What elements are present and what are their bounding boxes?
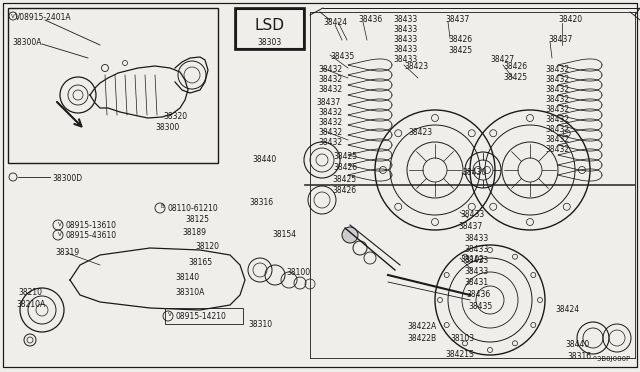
Text: 38432: 38432 [545, 95, 569, 104]
Text: ^3B0J000P: ^3B0J000P [591, 356, 630, 362]
Text: 38440: 38440 [252, 155, 276, 164]
Text: 38189: 38189 [182, 228, 206, 237]
Text: V: V [58, 231, 62, 237]
Text: V: V [11, 13, 15, 19]
Text: 38433: 38433 [393, 35, 417, 44]
Text: 38437: 38437 [316, 98, 340, 107]
Text: 38426: 38426 [503, 62, 527, 71]
Text: 38319: 38319 [55, 248, 79, 257]
Text: 38210: 38210 [18, 288, 42, 297]
Text: 38421S: 38421S [445, 350, 474, 359]
Text: 38433: 38433 [464, 267, 488, 276]
Circle shape [342, 227, 358, 243]
Bar [236, 9, 304, 49]
Text: 38436: 38436 [466, 290, 490, 299]
Text: LSD: LSD [255, 18, 285, 33]
Text: 38440: 38440 [565, 340, 589, 349]
Text: 38432: 38432 [318, 138, 342, 147]
Text: 38437: 38437 [548, 35, 572, 44]
Text: 08915-14210: 08915-14210 [176, 312, 227, 321]
Text: 38437: 38437 [458, 222, 483, 231]
Text: 38210A: 38210A [16, 300, 45, 309]
Text: 38432: 38432 [545, 125, 569, 134]
Text: 38432: 38432 [318, 108, 342, 117]
Text: 38433: 38433 [393, 45, 417, 54]
Text: 38432: 38432 [318, 128, 342, 137]
Text: 38432: 38432 [545, 115, 569, 124]
Text: 38422B: 38422B [407, 334, 436, 343]
Text: 38310: 38310 [248, 320, 272, 329]
Text: 38165: 38165 [188, 258, 212, 267]
Text: 38437: 38437 [445, 15, 469, 24]
Text: 38433: 38433 [464, 256, 488, 265]
Text: 38426: 38426 [333, 163, 357, 172]
Text: 38300A: 38300A [12, 38, 42, 47]
Text: 38435: 38435 [330, 52, 355, 61]
Text: 38100: 38100 [286, 268, 310, 277]
Text: 38432: 38432 [545, 65, 569, 74]
Text: V08915-2401A: V08915-2401A [15, 13, 72, 22]
Text: 38433: 38433 [460, 210, 484, 219]
Text: 38316: 38316 [567, 352, 591, 361]
Text: 38432: 38432 [318, 75, 342, 84]
Text: V: V [58, 221, 62, 227]
Text: 38420: 38420 [558, 15, 582, 24]
Text: 38433: 38433 [464, 234, 488, 243]
Text: 38423: 38423 [404, 62, 428, 71]
Text: 38432: 38432 [318, 85, 342, 94]
Bar [8, 8, 218, 163]
Text: 38435: 38435 [468, 302, 492, 311]
Text: 38422A: 38422A [407, 322, 436, 331]
Text: 38303: 38303 [257, 38, 281, 47]
Text: 08915-43610: 08915-43610 [66, 231, 117, 240]
Text: 38310A: 38310A [175, 288, 204, 297]
Text: 38433: 38433 [393, 25, 417, 34]
Text: 38432: 38432 [545, 135, 569, 144]
Text: 38432: 38432 [545, 145, 569, 154]
Text: 38140: 38140 [175, 273, 199, 282]
Text: B: B [160, 205, 164, 209]
Text: 38154: 38154 [272, 230, 296, 239]
Text: 38427: 38427 [490, 55, 514, 64]
Text: 38423: 38423 [408, 128, 432, 137]
Text: 38125: 38125 [185, 215, 209, 224]
Text: V: V [168, 312, 172, 317]
Text: 38432: 38432 [545, 105, 569, 114]
Text: 38430: 38430 [462, 168, 486, 177]
Text: 38103: 38103 [450, 334, 474, 343]
Text: 38424: 38424 [555, 305, 579, 314]
Text: 38425: 38425 [503, 73, 527, 82]
Text: 08915-13610: 08915-13610 [66, 221, 117, 230]
Text: 38436: 38436 [358, 15, 382, 24]
Text: 38433: 38433 [393, 15, 417, 24]
Text: 38433: 38433 [464, 245, 488, 254]
Text: 38426: 38426 [448, 35, 472, 44]
Text: 38432: 38432 [545, 75, 569, 84]
Text: 38425: 38425 [332, 175, 356, 184]
Bar [235, 8, 305, 50]
Text: 38426: 38426 [332, 186, 356, 195]
Text: 38300: 38300 [155, 123, 179, 132]
Text: 08110-61210: 08110-61210 [168, 204, 219, 213]
Text: 38431: 38431 [464, 278, 488, 287]
Text: 38432: 38432 [318, 118, 342, 127]
Text: 38120: 38120 [195, 242, 219, 251]
Text: 38300D: 38300D [52, 174, 82, 183]
Text: 38433: 38433 [393, 55, 417, 64]
Text: 38432: 38432 [545, 85, 569, 94]
Text: 38316: 38316 [249, 198, 273, 207]
Text: 38432: 38432 [318, 65, 342, 74]
Text: 38425: 38425 [333, 152, 357, 161]
Text: 38425: 38425 [448, 46, 472, 55]
Bar [165, 308, 243, 324]
Text: 38102: 38102 [460, 255, 484, 264]
Text: 38424: 38424 [323, 18, 347, 27]
Text: 38320: 38320 [163, 112, 187, 121]
